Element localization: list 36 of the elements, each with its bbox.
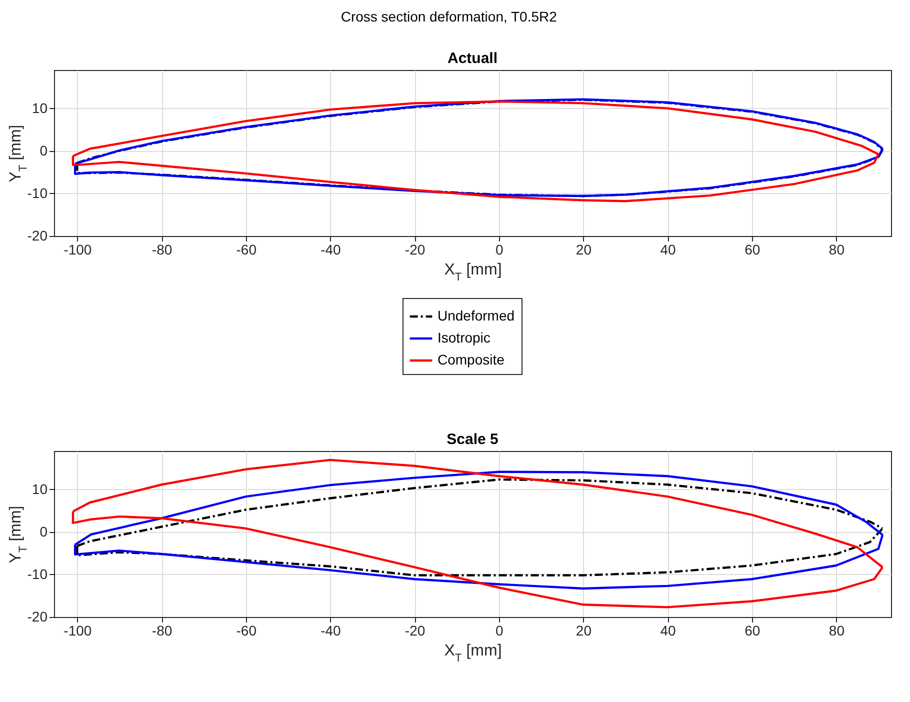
y-tick-label: 0 <box>40 523 48 540</box>
y-tick-label: -20 <box>27 608 48 624</box>
x-tick-label: -40 <box>320 242 342 258</box>
x-tick-label: 80 <box>828 622 845 638</box>
legend-label: Composite <box>438 352 505 368</box>
x-tick-label: 20 <box>576 622 592 638</box>
y-tick-label: -20 <box>27 228 48 244</box>
x-tick-label: 80 <box>828 242 845 258</box>
x-tick-label: -80 <box>152 622 172 638</box>
y-tick-label: -10 <box>27 184 48 201</box>
legend-label: Isotropic <box>438 330 490 346</box>
x-tick-label: -100 <box>64 242 92 258</box>
x-tick-label: -80 <box>152 242 172 258</box>
x-tick-label: -60 <box>236 622 257 638</box>
chart-title: Scale 5 <box>446 431 498 448</box>
x-tick-label: 0 <box>495 622 504 638</box>
text: Cross section deformation, T0.5R2 <box>340 8 558 24</box>
x-tick-label: 60 <box>744 242 760 258</box>
x-tick-label: 60 <box>744 622 760 638</box>
x-axis-title: X$_{T}$ [mm] <box>444 262 502 284</box>
x-tick-label: -60 <box>236 242 257 258</box>
x-tick-label: 0 <box>495 242 504 258</box>
x-tick-label: -100 <box>64 622 92 638</box>
x-axis-title: X$_{T}$ [mm] <box>444 642 502 664</box>
x-tick-label: 40 <box>660 622 676 638</box>
x-tick-label: 20 <box>576 242 592 258</box>
y-tick-label: 10 <box>32 100 48 116</box>
legend-label: Undeformed <box>438 308 515 324</box>
x-tick-label: -20 <box>404 622 426 638</box>
y-tick-label: 10 <box>32 480 48 497</box>
y-tick-label: 0 <box>40 142 48 158</box>
chart-title: Actuall <box>447 50 498 67</box>
x-tick-label: -40 <box>320 622 342 638</box>
x-tick-label: 40 <box>660 242 676 258</box>
y-tick-label: -10 <box>27 566 48 582</box>
x-tick-label: -20 <box>404 242 426 258</box>
